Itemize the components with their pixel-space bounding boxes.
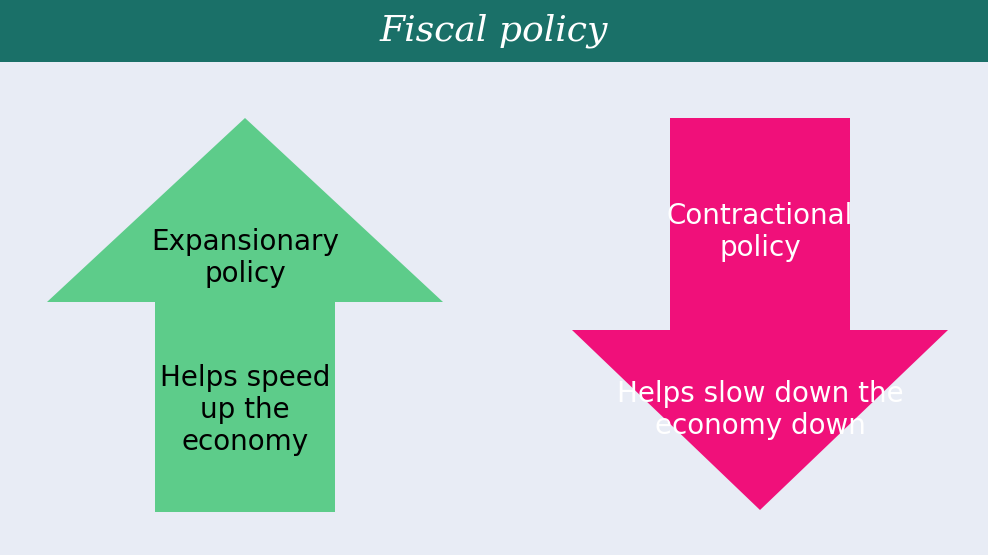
Text: Fiscal policy: Fiscal policy: [379, 14, 609, 48]
Text: Contractional
policy: Contractional policy: [667, 202, 854, 262]
Text: Expansionary
policy: Expansionary policy: [151, 228, 339, 288]
Bar: [0, 0, 988, 62]
Polygon shape: [572, 118, 948, 510]
Polygon shape: [47, 118, 443, 512]
Text: Helps slow down the
economy down: Helps slow down the economy down: [617, 380, 903, 440]
Text: Helps speed
up the
economy: Helps speed up the economy: [160, 364, 330, 456]
